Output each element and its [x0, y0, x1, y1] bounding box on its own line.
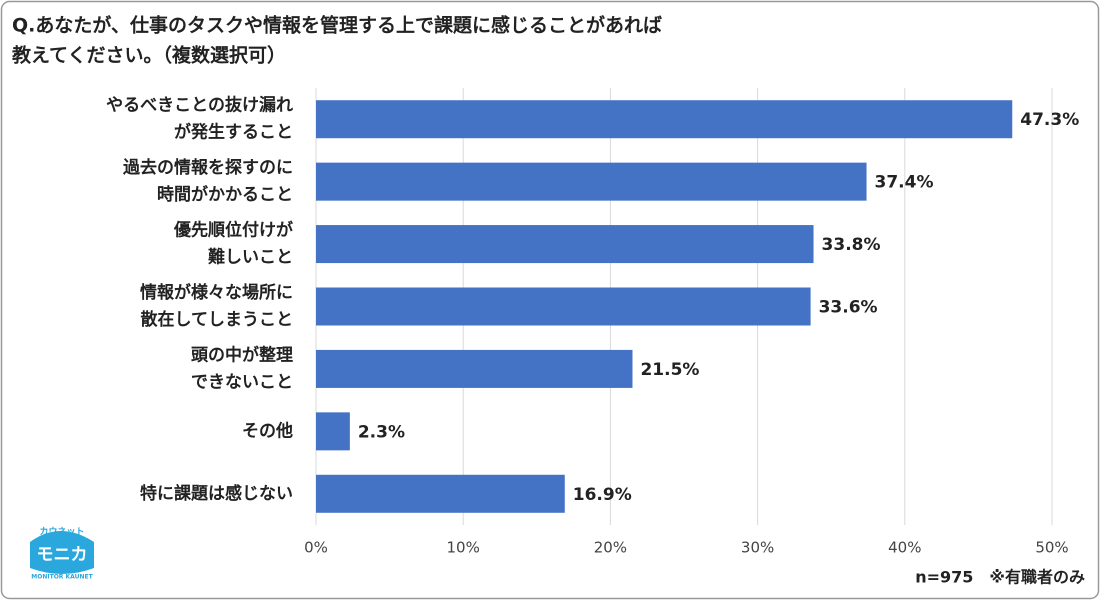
- chart-title: 教えてください。（複数選択可）: [12, 44, 286, 67]
- value-label: 21.5%: [640, 360, 699, 380]
- bar: [316, 349, 633, 388]
- y-tick-label: 特に課題は感じない: [140, 483, 293, 504]
- y-tick-label: 頭の中が整理: [191, 344, 293, 365]
- y-tick-label: 過去の情報を探すのに: [123, 157, 293, 178]
- x-tick-label: 10%: [447, 539, 480, 557]
- value-label: 37.4%: [875, 173, 934, 193]
- y-tick-label: 情報が様々な場所に: [140, 282, 293, 303]
- bar: [316, 412, 350, 451]
- y-tick-label: 難しいこと: [208, 247, 293, 268]
- value-label: 2.3%: [358, 422, 405, 442]
- value-label: 16.9%: [573, 485, 632, 505]
- logo: カウネット モニカ MONITOR KAUNET: [30, 527, 94, 581]
- x-tick-label: 50%: [1035, 539, 1068, 557]
- x-tick-label: 0%: [304, 539, 328, 557]
- value-label: 33.8%: [822, 235, 881, 255]
- y-tick-label: できないこと: [191, 372, 293, 392]
- y-tick-label: 優先順位付けが: [173, 220, 293, 241]
- y-tick-label: が発生すること: [174, 122, 293, 143]
- logo-main: モニカ: [37, 545, 88, 565]
- x-tick-label: 30%: [741, 539, 774, 557]
- y-tick-label: 時間がかかること: [157, 184, 293, 205]
- bar: [316, 100, 1013, 139]
- logo-top: カウネット: [39, 527, 84, 538]
- bar: [316, 225, 814, 264]
- bar: [316, 162, 867, 201]
- y-tick-label: やるべきことの抜け漏れ: [106, 95, 293, 116]
- note: n=975 ※有職者のみ: [915, 568, 1085, 587]
- y-tick-label: その他: [242, 420, 293, 441]
- logo-sub: MONITOR KAUNET: [31, 574, 93, 581]
- x-tick-label: 40%: [888, 539, 921, 557]
- bar: [316, 474, 565, 513]
- bar: [316, 287, 811, 326]
- x-tick-label: 20%: [594, 539, 627, 557]
- value-label: 47.3%: [1020, 110, 1079, 130]
- logo-shape: [30, 531, 94, 574]
- value-label: 33.6%: [819, 298, 878, 318]
- y-tick-label: 散在してしまうこと: [141, 309, 294, 330]
- chart-title: Q.あなたが、仕事のタスクや情報を管理する上で課題に感じることがあれば: [12, 14, 662, 37]
